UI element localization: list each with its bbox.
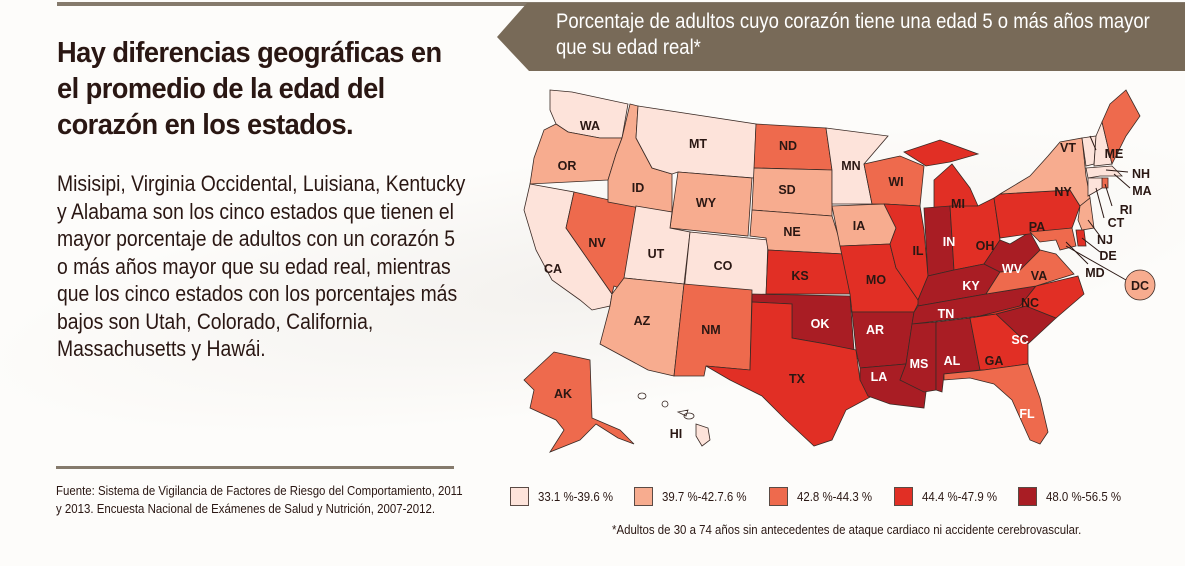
- label-ut: UT: [648, 247, 665, 261]
- label-md: MD: [1085, 266, 1104, 280]
- label-la: LA: [871, 370, 888, 384]
- state-ri: [1101, 177, 1109, 189]
- state-ny: [999, 137, 1091, 207]
- legend-label: 48.0 %-56.5 %: [1045, 489, 1122, 504]
- label-mi: MI: [951, 197, 965, 211]
- state-de: [1075, 229, 1087, 247]
- legend-label: 44.4 %-47.9 %: [921, 489, 997, 504]
- label-ak: AK: [554, 387, 572, 401]
- label-ga: GA: [985, 354, 1004, 368]
- legend-item-bin-1: 33.1 %-39.6 %: [510, 487, 623, 506]
- map-legend: 33.1 %-39.6 % 39.7 %-42.7.6 % 42.8 %-44.…: [510, 487, 1142, 506]
- state-me: [1101, 89, 1141, 166]
- label-ok: OK: [811, 317, 830, 331]
- leader-lines: [1065, 135, 1131, 281]
- state-md: [1029, 227, 1077, 251]
- legend-label: 42.8 %-44.3 %: [797, 489, 873, 504]
- label-co: CO: [714, 259, 733, 273]
- label-fl: FL: [1019, 407, 1035, 421]
- state-nc: [979, 275, 1085, 319]
- map-title-banner: [497, 3, 1185, 71]
- label-mo: MO: [866, 273, 886, 287]
- label-nc: NC: [1021, 296, 1039, 310]
- label-il: IL: [912, 244, 923, 258]
- state-ak: [523, 351, 635, 453]
- label-va: VA: [1031, 269, 1047, 283]
- label-ca: CA: [544, 262, 562, 276]
- label-al: AL: [944, 354, 961, 368]
- state-hi: [695, 423, 711, 447]
- legend-label: 39.7 %-42.7.6 %: [662, 489, 747, 504]
- map-title: Porcentaje de adultos cuyo corazón tiene…: [556, 10, 1150, 59]
- label-ia: IA: [853, 219, 866, 233]
- label-or: OR: [558, 159, 577, 173]
- label-me: ME: [1105, 147, 1124, 161]
- legend-label: 33.1 %-39.6 %: [538, 489, 614, 504]
- state-fl: [943, 363, 1049, 445]
- label-ks: KS: [791, 269, 808, 283]
- headline: Hay diferencias geográficas en el promed…: [57, 37, 442, 141]
- state-wv: [983, 231, 1041, 273]
- legend-swatch: [1017, 487, 1037, 506]
- label-hi: HI: [670, 427, 683, 441]
- state-wy: [669, 171, 753, 237]
- label-sd: SD: [778, 183, 795, 197]
- label-nd: ND: [779, 139, 797, 153]
- label-ma: MA: [1132, 184, 1151, 198]
- label-ne: NE: [783, 225, 800, 239]
- state-ar: [851, 311, 915, 369]
- label-ct: CT: [1108, 216, 1125, 230]
- legend-swatch: [769, 487, 789, 506]
- hawaii-small-islands: [637, 392, 695, 420]
- source-text: Fuente: Sistema de Vigilancia de Factore…: [56, 483, 463, 516]
- label-vt: VT: [1060, 141, 1076, 155]
- label-nv: NV: [588, 236, 606, 250]
- state-tx: [705, 301, 873, 447]
- legend-item-bin-4: 44.4 %-47.9 %: [893, 487, 1007, 506]
- label-de: DE: [1099, 249, 1116, 263]
- label-wv: WV: [1002, 262, 1023, 276]
- body-text: Misisipi, Virginia Occidental, Luisiana,…: [57, 171, 466, 361]
- legend-item-bin-2: 39.7 %-42.7.6 %: [634, 487, 758, 506]
- label-dc: DC: [1131, 279, 1149, 293]
- legend-swatch: [893, 487, 913, 506]
- footnote: *Adultos de 30 a 74 años sin antecedente…: [612, 522, 1082, 537]
- label-in: IN: [943, 235, 956, 249]
- label-id: ID: [632, 181, 645, 195]
- label-az: AZ: [634, 314, 651, 328]
- state-mi: [903, 139, 980, 209]
- label-nh: NH: [1132, 167, 1150, 181]
- label-tn: TN: [938, 307, 955, 321]
- label-wy: WY: [696, 196, 717, 210]
- state-ct: [1087, 177, 1103, 197]
- label-mn: MN: [841, 159, 860, 173]
- legend-swatch: [634, 487, 654, 506]
- label-ms: MS: [910, 357, 929, 371]
- legend-item-bin-5: 48.0 %-56.5 %: [1017, 487, 1131, 506]
- label-ky: KY: [962, 279, 980, 293]
- label-ny: NY: [1054, 185, 1072, 199]
- label-sc: SC: [1011, 333, 1028, 347]
- legend-swatch: [510, 487, 529, 506]
- label-mt: MT: [689, 137, 707, 151]
- state-ma: [1085, 165, 1123, 179]
- legend-item-bin-3: 42.8 %-44.3 %: [769, 487, 882, 506]
- us-choropleth-map: WA OR CA NV ID MT WY UT CO AZ NM ND SD N…: [500, 80, 1180, 470]
- label-pa: PA: [1029, 220, 1045, 234]
- source-divider: [56, 466, 454, 469]
- label-wa: WA: [580, 119, 600, 133]
- state-dc: [1124, 269, 1156, 301]
- label-oh: OH: [976, 239, 995, 253]
- label-wi: WI: [888, 175, 903, 189]
- label-nm: NM: [701, 323, 720, 337]
- label-tx: TX: [789, 372, 806, 386]
- label-ar: AR: [866, 323, 884, 337]
- label-nj: NJ: [1097, 233, 1113, 247]
- label-ri: RI: [1120, 203, 1133, 217]
